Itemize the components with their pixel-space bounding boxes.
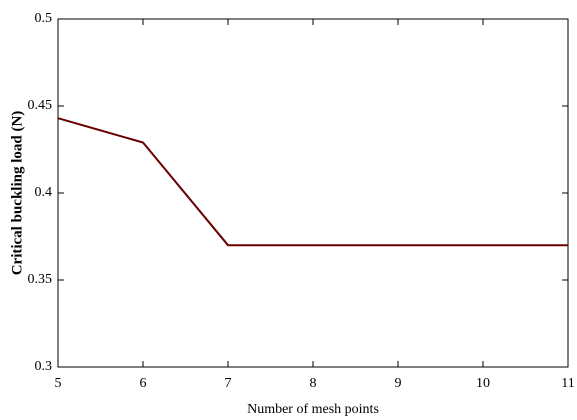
x-tick-label: 7 [225,376,232,391]
y-tick-label: 0.4 [35,185,53,200]
x-tick-label: 5 [55,376,62,391]
y-tick-label: 0.35 [28,272,53,287]
x-tick-label: 9 [395,376,402,391]
plot-frame [57,18,569,368]
x-tick-label: 11 [561,376,574,391]
y-tick-label: 0.5 [35,11,53,26]
y-tick-label: 0.45 [28,98,53,113]
x-tick-label: 10 [476,376,490,391]
y-axis-label: Critical buckling load (N) [9,111,25,276]
data-line [57,117,568,247]
x-tick-label: 6 [140,376,147,391]
y-tick-label: 0.3 [35,359,53,374]
x-tick-label: 8 [310,376,317,391]
x-axis-label: Number of mesh points [247,402,379,417]
